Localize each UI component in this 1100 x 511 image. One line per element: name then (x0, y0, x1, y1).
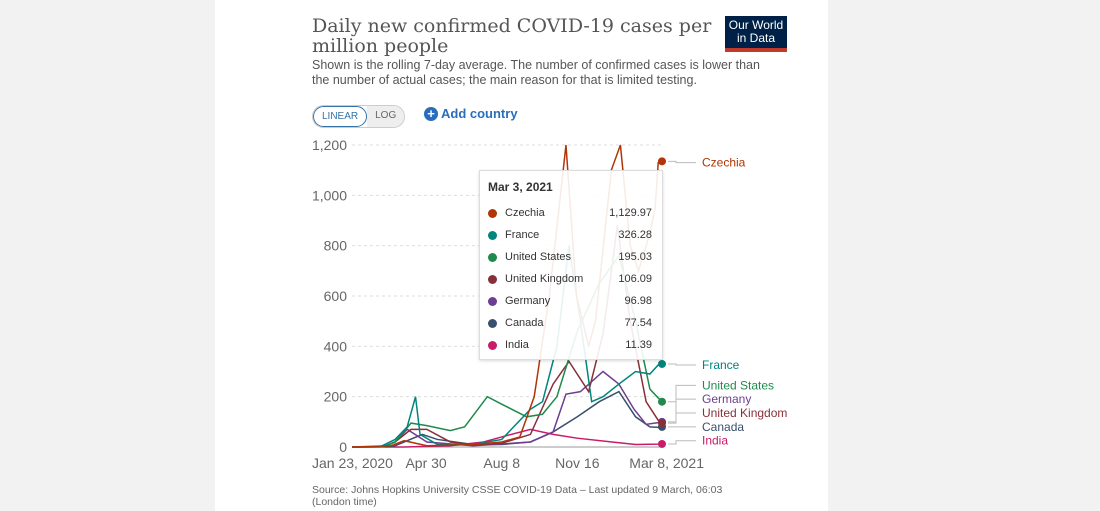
y-tick-label: 200 (324, 389, 348, 405)
tooltip-value: 326.28 (618, 229, 652, 241)
chart-title: Daily new confirmed COVID-19 cases per m… (312, 15, 712, 57)
series-label: Germany (702, 392, 751, 406)
series-dot-icon (488, 274, 497, 284)
series-dot-icon (488, 208, 497, 218)
series-dot-icon (488, 230, 497, 240)
linear-button[interactable]: LINEAR (313, 106, 368, 127)
label-connector (668, 398, 696, 423)
y-tick-label: 400 (324, 338, 348, 354)
x-tick-label: Aug 8 (483, 455, 520, 471)
series-dot-icon (488, 318, 497, 328)
tooltip-value: 195.03 (618, 251, 652, 263)
tooltip-row: United States 195.03 (480, 246, 662, 268)
label-connector (668, 440, 696, 445)
series-label: France (702, 358, 740, 372)
series-label: Czechia (702, 156, 746, 170)
tooltip-value: 96.98 (624, 295, 652, 307)
add-country-label: Add country (441, 106, 518, 121)
series-end-dot (658, 419, 666, 428)
tooltip-country: Canada (505, 317, 544, 329)
tooltip-row: France 326.28 (480, 224, 662, 246)
series-end-dot (658, 359, 666, 368)
y-tick-label: 1,000 (312, 187, 347, 203)
chart-subtitle: Shown is the rolling 7-day average. The … (312, 58, 760, 87)
owid-logo[interactable]: Our World in Data (725, 16, 787, 52)
label-connector (668, 384, 696, 403)
log-button[interactable]: LOG (367, 106, 405, 127)
series-end-dot (658, 397, 666, 406)
series-end-dot (658, 157, 666, 166)
label-connector (668, 412, 696, 424)
series-dot-icon (488, 340, 497, 350)
series-label: United States (702, 378, 774, 392)
y-tick-label: 0 (339, 439, 347, 455)
tooltip-row: India 11.39 (480, 334, 662, 356)
label-connector (668, 160, 696, 164)
y-tick-label: 800 (324, 238, 348, 254)
tooltip-country: France (505, 229, 540, 241)
tooltip-country: United Kingdom (505, 273, 584, 285)
y-tick-label: 600 (324, 288, 348, 304)
x-tick-label: Mar 8, 2021 (629, 455, 704, 471)
tooltip-value: 11.39 (625, 339, 652, 351)
plus-icon: + (424, 106, 438, 121)
series-line-france (351, 245, 663, 448)
label-connector (668, 363, 696, 366)
add-country-button[interactable]: + Add country (424, 106, 518, 121)
tooltip-date: Mar 3, 2021 (488, 180, 553, 194)
x-tick-label: Jan 23, 2020 (312, 455, 393, 471)
tooltip-row: United Kingdom 106.09 (480, 268, 662, 290)
tooltip-value: 106.09 (618, 273, 652, 285)
tooltip-row: Czechia 1,129.97 (480, 202, 662, 224)
x-tick-label: Nov 16 (555, 455, 600, 471)
tooltip-country: India (505, 339, 529, 351)
series-dot-icon (488, 296, 497, 306)
series-label: United Kingdom (702, 406, 787, 420)
series-end-dot (658, 439, 666, 448)
tooltip-value: 1,129.97 (609, 207, 652, 219)
x-tick-label: Apr 30 (405, 455, 446, 471)
tooltip-country: United States (505, 251, 572, 263)
tooltip-row: Canada 77.54 (480, 312, 662, 334)
tooltip-country: Germany (505, 295, 551, 307)
source-note: Source: Johns Hopkins University CSSE CO… (312, 484, 723, 508)
series-label: Canada (702, 420, 744, 434)
tooltip: Mar 3, 2021 Czechia 1,129.97 France 326.28 U… (479, 170, 663, 360)
series-line-germany (351, 370, 663, 448)
series-dot-icon (488, 252, 497, 262)
tooltip-country: Czechia (505, 207, 545, 219)
scale-toggle: LINEAR LOG (312, 105, 406, 128)
tooltip-row: Germany 96.98 (480, 290, 662, 312)
series-label: India (702, 434, 728, 448)
y-tick-label: 1,200 (312, 137, 347, 153)
tooltip-value: 77.54 (624, 317, 652, 329)
